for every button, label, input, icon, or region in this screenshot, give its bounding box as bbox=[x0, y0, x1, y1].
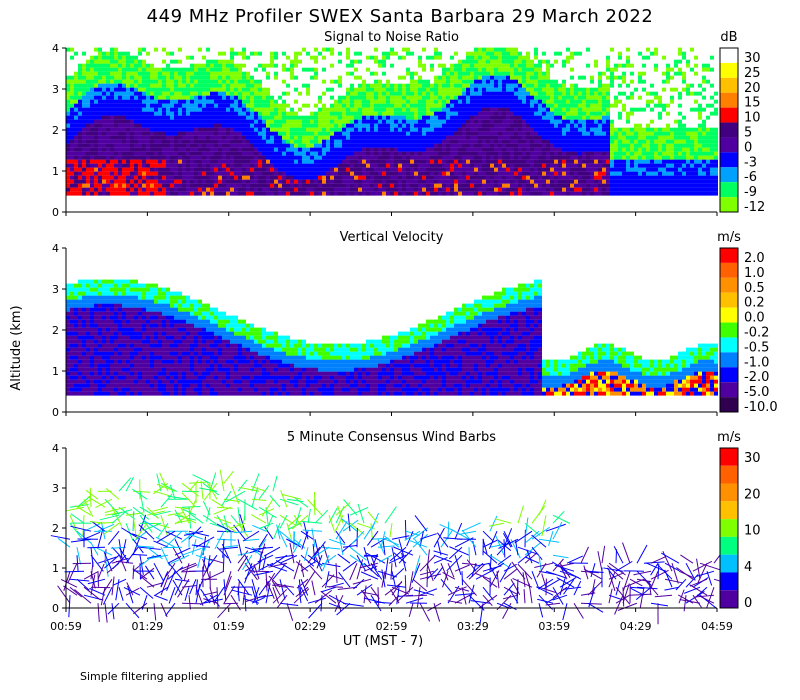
panels-layer: Signal to Noise Ratio01234dB302520151050… bbox=[50, 30, 777, 633]
page-title: 449 MHz Profiler SWEX Santa Barbara 29 M… bbox=[147, 6, 654, 27]
y-tick-label: 0 bbox=[52, 602, 59, 615]
x-tick-label: 01:59 bbox=[213, 620, 245, 633]
y-tick-label: 1 bbox=[52, 562, 59, 575]
y-tick-label: 4 bbox=[52, 42, 59, 55]
field-snr bbox=[66, 47, 718, 196]
colorbar-label: 25 bbox=[744, 66, 761, 81]
colorbar-label: 30 bbox=[744, 451, 761, 466]
colorbar-label: 20 bbox=[744, 81, 761, 96]
y-tick-label: 3 bbox=[52, 283, 59, 296]
colorbar-label: 5 bbox=[744, 126, 752, 141]
colorbar-label: 0.2 bbox=[744, 296, 765, 311]
x-tick-label: 04:29 bbox=[620, 620, 652, 633]
x-tick-label: 02:29 bbox=[294, 620, 326, 633]
colorbar-label: -3 bbox=[744, 155, 757, 170]
y-tick-label: 2 bbox=[52, 124, 59, 137]
panel-title-vv: Vertical Velocity bbox=[340, 230, 444, 245]
colorbar-label: 4 bbox=[744, 560, 752, 575]
colorbar-label: 15 bbox=[744, 96, 761, 111]
y-tick-label: 3 bbox=[52, 482, 59, 495]
colorbar-label: 20 bbox=[744, 487, 761, 502]
y-axis-label: Altitude (km) bbox=[9, 305, 24, 390]
colorbar-label: -10.0 bbox=[744, 400, 778, 415]
colorbar-label: -1.0 bbox=[744, 355, 769, 370]
x-axis-label: UT (MST - 7) bbox=[343, 634, 423, 649]
panel-snr: Signal to Noise Ratio01234dB302520151050… bbox=[52, 30, 765, 219]
unit-label-snr: dB bbox=[720, 30, 737, 45]
colorbar-label: -5.0 bbox=[744, 385, 769, 400]
field-wind bbox=[50, 469, 734, 625]
y-tick-label: 1 bbox=[52, 365, 59, 378]
y-tick-label: 2 bbox=[52, 522, 59, 535]
y-tick-label: 3 bbox=[52, 83, 59, 96]
y-tick-label: 4 bbox=[52, 442, 59, 455]
colorbar-label: -0.2 bbox=[744, 326, 769, 341]
y-tick-label: 2 bbox=[52, 324, 59, 337]
x-tick-label: 03:29 bbox=[457, 620, 489, 633]
colorbar-label: -9 bbox=[744, 185, 757, 200]
panel-vv: Vertical Velocity 0 1 2 3 4 m/s2.01.00.50.20.0… bbox=[52, 230, 778, 419]
unit-label-vv: m/s bbox=[717, 230, 741, 245]
y-tick-label: 1 bbox=[52, 165, 59, 178]
y-tick-label: 4 bbox=[52, 242, 59, 255]
x-tick-label: 00:59 bbox=[50, 620, 82, 633]
field-vv bbox=[66, 279, 718, 396]
x-tick-label: 04:59 bbox=[701, 620, 733, 633]
colorbar-label: 1.0 bbox=[744, 266, 765, 281]
colorbar-label: -6 bbox=[744, 170, 757, 185]
unit-label-wind: m/s bbox=[717, 430, 741, 445]
y-tick-label: 0 bbox=[52, 406, 59, 419]
panel-title-snr: Signal to Noise Ratio bbox=[324, 30, 459, 45]
x-tick-label: 01:29 bbox=[132, 620, 164, 633]
colorbar-label: -12 bbox=[744, 200, 765, 215]
colorbar-label: 0 bbox=[744, 140, 752, 155]
colorbar-label: 0 bbox=[744, 596, 752, 611]
footer-note: Simple filtering applied bbox=[80, 670, 208, 683]
colorbar-label: 0.5 bbox=[744, 281, 765, 296]
colorbar-label: -2.0 bbox=[744, 370, 769, 385]
panel-title-wind: 5 Minute Consensus Wind Barbs bbox=[287, 430, 496, 445]
colorbar-label: 10 bbox=[744, 524, 761, 539]
colorbar-label: 30 bbox=[744, 51, 761, 66]
y-tick-label: 0 bbox=[52, 206, 59, 219]
colorbar-label: 0.0 bbox=[744, 311, 765, 326]
colorbar-wind: m/s30 20 10 4 0 bbox=[717, 430, 760, 611]
x-tick-label: 03:59 bbox=[538, 620, 570, 633]
panel-wind: 5 Minute Consensus Wind Barbs 0 1 2 3 4 00:59 0… bbox=[50, 430, 760, 633]
colorbar-label: 10 bbox=[744, 111, 761, 126]
x-tick-label: 02:59 bbox=[376, 620, 408, 633]
colorbar-label: 2.0 bbox=[744, 251, 765, 266]
colorbar-label: -0.5 bbox=[744, 340, 769, 355]
colorbar-vv: m/s2.01.00.50.20.0-0.2-0.5-1.0-2.0-5.0-1… bbox=[717, 230, 778, 415]
